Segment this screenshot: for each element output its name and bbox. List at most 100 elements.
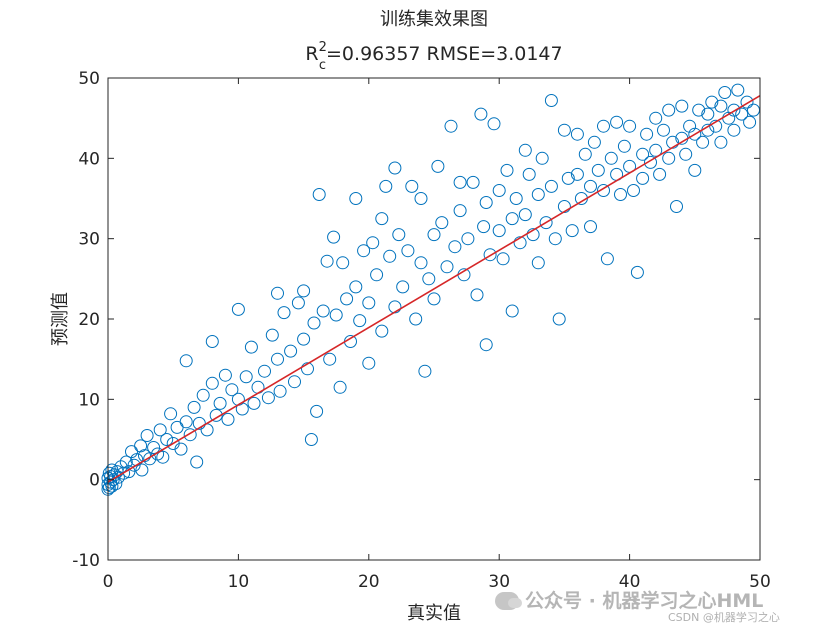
data-point — [544, 94, 558, 107]
data-point — [297, 332, 311, 346]
data-point — [221, 412, 235, 426]
data-point — [453, 175, 467, 189]
data-point — [627, 184, 640, 197]
data-point — [653, 167, 667, 181]
y-tick-label: 50 — [78, 69, 100, 89]
data-point — [670, 200, 683, 213]
data-point — [492, 184, 506, 197]
data-point — [714, 135, 728, 149]
data-point — [190, 455, 204, 469]
data-point — [548, 232, 562, 246]
x-tick-label: 0 — [103, 572, 114, 592]
data-point — [362, 356, 376, 370]
data-point — [623, 119, 637, 133]
data-point — [692, 103, 706, 117]
data-point — [505, 212, 519, 226]
data-point — [183, 428, 197, 442]
watermark-main-text: 公众号 · 机器学习之心HML — [525, 590, 764, 612]
data-point — [718, 86, 732, 99]
data-point — [587, 135, 601, 149]
data-point — [323, 352, 337, 366]
data-point — [114, 460, 128, 474]
data-point — [600, 252, 614, 266]
data-point — [727, 103, 741, 117]
data-point — [518, 208, 532, 222]
data-point — [329, 308, 343, 322]
watermark-main: 公众号 · 机器学习之心HML — [495, 586, 763, 613]
data-point — [509, 192, 523, 205]
data-point — [610, 115, 624, 129]
data-point — [584, 179, 597, 193]
data-point — [492, 224, 506, 238]
data-point — [239, 370, 253, 384]
data-point — [630, 265, 644, 279]
data-point — [291, 296, 305, 310]
data-point — [561, 171, 575, 185]
data-point — [244, 340, 258, 354]
data-point — [431, 159, 445, 173]
data-point — [205, 376, 219, 390]
data-point — [277, 306, 291, 320]
data-point — [284, 344, 298, 358]
data-point — [688, 163, 702, 177]
data-point — [466, 175, 480, 189]
data-point — [209, 408, 223, 422]
data-point — [392, 228, 406, 242]
data-point — [679, 147, 693, 161]
data-point — [170, 420, 184, 434]
data-point — [705, 95, 719, 109]
data-point — [470, 288, 484, 302]
data-point — [297, 284, 311, 298]
data-point — [448, 240, 462, 254]
data-point — [179, 354, 193, 368]
data-point — [333, 380, 347, 394]
data-point — [414, 192, 428, 205]
data-point — [565, 224, 579, 238]
data-point — [597, 119, 610, 133]
data-point — [375, 212, 389, 226]
data-point — [179, 415, 193, 429]
data-point — [135, 463, 149, 477]
data-point — [127, 458, 141, 472]
data-point — [353, 314, 367, 328]
data-point — [405, 179, 419, 193]
x-tick-label: 30 — [488, 572, 510, 592]
data-point — [327, 230, 341, 244]
data-point — [487, 117, 501, 131]
data-point — [727, 123, 741, 137]
data-point — [349, 192, 363, 205]
subtitle-sub: c — [319, 58, 326, 73]
data-point — [688, 127, 702, 141]
data-point — [388, 161, 402, 175]
data-point — [584, 220, 597, 234]
data-point — [743, 115, 757, 129]
data-point — [701, 107, 715, 121]
data-point — [288, 375, 301, 389]
data-point — [597, 184, 610, 197]
watermark-sub: CSDN @机器学习之心 — [668, 611, 780, 624]
data-point — [156, 450, 170, 464]
x-tick-label: 40 — [619, 572, 641, 592]
data-point — [731, 83, 745, 97]
data-point — [570, 127, 584, 141]
data-point — [435, 216, 449, 230]
data-point — [747, 103, 760, 117]
data-point — [225, 383, 239, 397]
data-point — [578, 147, 592, 161]
data-point — [265, 328, 279, 342]
data-point — [422, 272, 436, 286]
data-point — [271, 286, 284, 300]
y-tick-label: 10 — [78, 390, 100, 410]
data-point — [552, 312, 566, 326]
data-point — [336, 256, 350, 270]
data-point — [205, 335, 219, 348]
data-point — [401, 244, 415, 258]
data-point — [522, 167, 536, 181]
subtitle-r: R — [305, 43, 318, 65]
data-point — [409, 312, 423, 326]
data-point — [414, 256, 428, 270]
data-point — [518, 143, 532, 157]
x-tick-label: 20 — [358, 572, 380, 592]
data-point — [301, 362, 314, 376]
